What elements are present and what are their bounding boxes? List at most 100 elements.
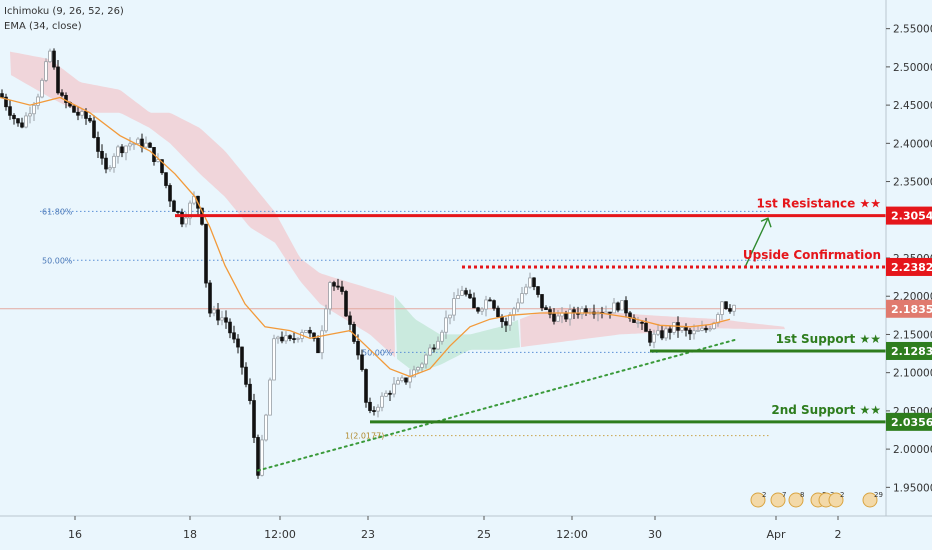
candle-body (108, 167, 112, 170)
candle-body (580, 308, 584, 315)
price-tick-label: 2.00000 (893, 444, 932, 456)
candle-body (384, 392, 388, 397)
price-tick-label: 2.40000 (893, 138, 932, 150)
candle-body (228, 321, 232, 334)
candle-body (216, 309, 220, 321)
candle-body (348, 315, 352, 325)
candle-body (312, 332, 316, 339)
candle-body (224, 317, 228, 323)
candle-body (492, 300, 496, 309)
candle-body (128, 143, 132, 147)
time-tick-label: 30 (648, 528, 662, 541)
indicator-legend-ichimoku[interactable]: Ichimoku (9, 26, 52, 26) (4, 6, 124, 17)
candle-body (88, 118, 92, 122)
candle-body (612, 302, 616, 314)
candle-body (684, 327, 688, 331)
level-price-tag (886, 412, 932, 431)
candle-body (176, 211, 180, 213)
candle-body (724, 301, 728, 309)
candle-body (272, 338, 276, 381)
candle-body (428, 347, 432, 356)
fib-level-label: 50.00% (42, 256, 73, 265)
candle-body (104, 157, 108, 170)
time-tick-label: 16 (68, 528, 82, 541)
candle-body (544, 307, 548, 311)
price-tick-label: 2.45000 (893, 100, 932, 112)
candle-body (220, 317, 224, 321)
candle-body (244, 366, 248, 385)
candle-body (368, 401, 372, 411)
candle-body (212, 309, 216, 314)
event-flag-icon (862, 492, 878, 508)
candle-body (568, 309, 572, 320)
candle-body (168, 185, 172, 202)
candle-body (360, 354, 364, 370)
candle-body (420, 363, 424, 368)
candle-body (700, 327, 704, 331)
candle-body (208, 282, 212, 314)
candle-body (432, 347, 436, 350)
candle-body (624, 300, 628, 314)
level-price-tag (886, 206, 932, 225)
candle-body (184, 217, 188, 225)
candle-body (640, 321, 644, 324)
candle-body (276, 336, 280, 340)
current-price-tag-label: 2.18358 (891, 303, 932, 316)
price-tick-label: 1.95000 (893, 482, 932, 494)
candle-body (424, 354, 428, 365)
ichimoku-cloud-bearish (10, 51, 395, 358)
candle-body (240, 346, 244, 368)
candle-body (388, 392, 392, 395)
level-label: 1st Resistance ★★ (756, 197, 881, 211)
candle-body (304, 329, 308, 333)
candle-body (296, 337, 300, 340)
current-price-tag (886, 299, 932, 318)
candle-body (524, 286, 528, 294)
candle-body (76, 111, 80, 116)
upside-arrow-head (760, 217, 772, 228)
candle-body (720, 301, 724, 315)
candle-body (464, 290, 468, 295)
candle-body (32, 104, 36, 115)
candle-body (692, 330, 696, 335)
fib-level-label: 1(2.0177) (345, 432, 384, 441)
candle-body (480, 308, 484, 312)
candle-body (520, 293, 524, 304)
event-count: 2 (762, 491, 766, 499)
candle-body (16, 118, 20, 124)
event-flag-icon (750, 492, 766, 508)
level-label: 1st Support ★★ (776, 332, 881, 346)
level-price-tag-label: 2.12838 (891, 345, 932, 358)
price-tick-label: 2.35000 (893, 177, 932, 189)
candle-body (516, 302, 520, 310)
indicator-legend-ema[interactable]: EMA (34, close) (4, 21, 82, 32)
candle-body (400, 377, 404, 381)
candle-body (4, 96, 8, 108)
candle-body (96, 137, 100, 152)
price-tick-label: 2.15000 (893, 329, 932, 341)
time-tick-label: 18 (183, 528, 197, 541)
fib-level-label: 61.80% (42, 207, 73, 216)
candle-body (704, 327, 708, 331)
candle-body (204, 223, 208, 284)
time-tick-label: 2 (835, 528, 842, 541)
candle-body (732, 304, 736, 312)
candle-body (508, 314, 512, 326)
candle-body (116, 146, 120, 157)
candle-body (52, 50, 56, 68)
candle-body (324, 308, 328, 332)
event-badge-group: 29 (862, 491, 883, 508)
event-count: 2 (840, 491, 844, 499)
candle-body (512, 308, 516, 316)
level-price-tag-label: 2.30547 (891, 210, 932, 223)
time-tick-label: 12:00 (264, 528, 296, 541)
candle-body (164, 172, 168, 186)
candle-body (40, 79, 44, 98)
candle-body (136, 138, 140, 145)
candle-body (124, 145, 128, 154)
level-price-tag-label: 2.03567 (891, 416, 932, 429)
candle-body (100, 150, 104, 159)
price-tick-label: 2.55000 (893, 24, 932, 36)
candle-body (444, 317, 448, 333)
